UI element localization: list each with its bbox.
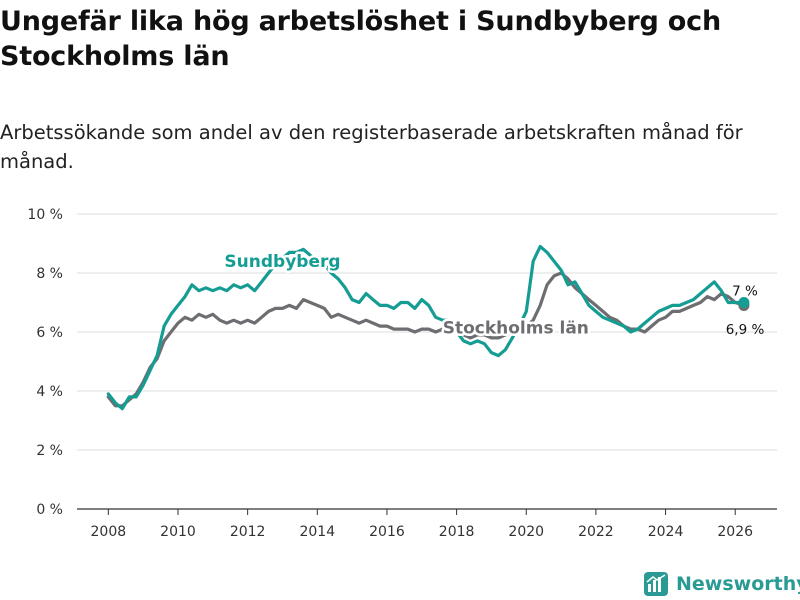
x-tick-label: 2024 [648, 524, 684, 540]
x-tick-label: 2016 [369, 524, 405, 540]
y-axis: 0 % 2 % 4 % 6 % 8 % 10 % [27, 207, 63, 518]
y-tick-label: 0 % [36, 502, 63, 518]
newsworthy-icon [644, 572, 668, 596]
x-tick-label: 2010 [160, 524, 196, 540]
series-label-stockholm-halo: Stockholms län [443, 318, 589, 338]
series-label-sundbyberg-halo: Sundbyberg [224, 252, 340, 272]
y-tick-label: 8 % [36, 266, 63, 282]
y-tick-label: 2 % [36, 443, 63, 459]
series-lines [106, 244, 750, 411]
series-line-stockholms-lan [106, 271, 746, 408]
x-axis: 2008 2010 2012 2014 2016 2018 2020 2022 2024 2026 [91, 509, 753, 540]
gridlines [77, 213, 777, 510]
x-tick-label: 2018 [439, 524, 475, 540]
chart-subtitle: Arbetssökande som andel av den registerb… [0, 121, 743, 173]
x-tick-label: 2014 [299, 524, 335, 540]
x-tick-label: 2022 [578, 524, 614, 540]
series-line-sundbyberg [106, 244, 746, 411]
x-tick-label: 2008 [91, 524, 127, 540]
chart-title: Ungefär lika hög arbetslöshet i Sundbybe… [0, 6, 721, 72]
y-tick-label: 6 % [36, 325, 63, 341]
x-tick-label: 2026 [717, 524, 753, 540]
end-point-sundbyberg [738, 297, 750, 308]
x-tick-label: 2012 [230, 524, 266, 540]
brand-logo: Newsworthy [644, 570, 800, 598]
series-label-stockholm: Stockholms län [443, 318, 589, 338]
brand-name: Newsworthy [676, 573, 800, 595]
end-value-label-sundbyberg: 7 % [732, 284, 758, 300]
x-tick-label: 2020 [508, 524, 544, 540]
series-label-sundbyberg: Sundbyberg [224, 252, 340, 272]
y-tick-label: 10 % [27, 207, 63, 223]
end-value-label-stockholm: 6,9 % [726, 322, 765, 338]
y-tick-label: 4 % [36, 384, 63, 400]
